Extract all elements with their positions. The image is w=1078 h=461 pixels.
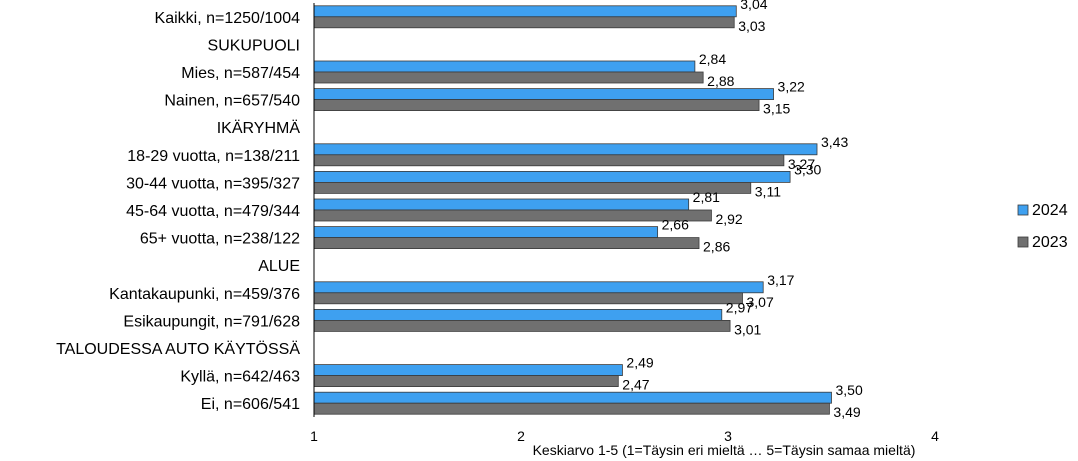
value-label-2023: 2,88: [707, 73, 734, 89]
bar-2024: [313, 5, 737, 18]
value-label-2023: 3,11: [755, 183, 781, 199]
value-label-2024: 2,49: [626, 355, 653, 371]
category-label: 30-44 vuotta, n=395/327: [126, 175, 300, 192]
x-axis-title: Keskiarvo 1-5 (1=Täysin eri mieltä … 5=T…: [533, 442, 916, 458]
bar-2024: [313, 226, 659, 239]
bar-2024: [313, 198, 690, 211]
category-label: Esikaupungit, n=791/628: [123, 313, 300, 330]
bar-2024: [313, 170, 791, 183]
value-label-2024: 3,17: [767, 272, 794, 288]
x-tick-label: 3: [724, 428, 732, 444]
value-label-2024: 2,84: [699, 51, 726, 67]
value-label-2024: 2,81: [693, 189, 720, 205]
legend-swatch-2023: [1017, 236, 1029, 248]
bar-2023: [313, 375, 619, 388]
value-label-2023: 3,07: [746, 294, 773, 310]
bar-2023: [313, 71, 704, 84]
bar-2023: [313, 319, 731, 332]
value-label-2024: 2,97: [726, 299, 753, 315]
category-labels: Kaikki, n=1250/1004 SUKUPUOLI Mies, n=587/…: [56, 10, 300, 413]
bar-2023: [313, 292, 743, 305]
category-label: Kyllä, n=642/463: [180, 369, 300, 386]
legend-label-2024: 2024: [1032, 202, 1068, 219]
x-tick-label: 1: [310, 428, 318, 444]
category-label: IKÄRYHMÄ: [217, 119, 301, 137]
category-label: Mies, n=587/454: [181, 65, 300, 82]
value-label-2024: 2,66: [662, 217, 689, 233]
legend: 2024 2023: [1017, 202, 1068, 251]
bar-2024: [313, 308, 723, 321]
value-label-2023: 3,03: [738, 18, 765, 34]
bar-2023: [313, 99, 760, 111]
category-label: Kaikki, n=1250/1004: [155, 10, 301, 27]
value-label-2023: 2,47: [622, 377, 649, 393]
value-label-2023: 3,01: [734, 321, 761, 337]
bar-2024: [313, 391, 832, 404]
bar-2023: [313, 16, 735, 29]
bar-2023: [313, 181, 752, 194]
value-label-2023: 3,49: [833, 404, 860, 420]
value-label-2023: 2,92: [715, 211, 742, 227]
value-label-2023: 3,27: [788, 156, 815, 172]
bar-2024: [313, 88, 774, 100]
legend-label-2023: 2023: [1032, 234, 1068, 251]
bar-2024: [313, 143, 818, 156]
value-label-2023: 3,15: [763, 101, 790, 117]
legend-swatch-2024: [1017, 204, 1029, 216]
category-label: SUKUPUOLI: [208, 37, 300, 54]
category-label: Nainen, n=657/540: [164, 93, 300, 110]
category-label: Ei, n=606/541: [201, 396, 300, 413]
bar-2023: [313, 402, 830, 415]
value-label-2023: 2,86: [703, 239, 730, 255]
category-label: 18-29 vuotta, n=138/211: [127, 148, 300, 165]
bar-2023: [313, 209, 712, 222]
category-label: 45-64 vuotta, n=479/344: [126, 203, 300, 220]
value-label-2024: 3,30: [794, 161, 821, 177]
bar-2024: [313, 364, 623, 377]
value-label-2024: 3,43: [821, 134, 848, 150]
category-label: Kantakaupunki, n=459/376: [109, 286, 300, 303]
bars-layer: [313, 5, 832, 415]
x-tick-label: 4: [931, 428, 939, 444]
x-tick-label: 2: [517, 428, 525, 444]
category-label: ALUE: [258, 258, 300, 275]
x-axis: 1 2 3 4: [310, 3, 939, 444]
value-label-2024: 3,04: [740, 0, 767, 12]
value-label-2024: 3,22: [778, 79, 805, 95]
category-label: TALOUDESSA AUTO KÄYTÖSSÄ: [56, 340, 300, 358]
value-label-2024: 3,50: [836, 382, 863, 398]
bar-2023: [313, 154, 785, 167]
bar-2024: [313, 60, 696, 73]
value-labels: 3,04 3,03 2,84 2,88 3,22 3,15 3,43 3,273,30 3,11…: [622, 0, 863, 420]
bar-2023: [313, 237, 700, 250]
bar-2024: [313, 281, 764, 294]
category-label: 65+ vuotta, n=238/122: [140, 231, 300, 248]
